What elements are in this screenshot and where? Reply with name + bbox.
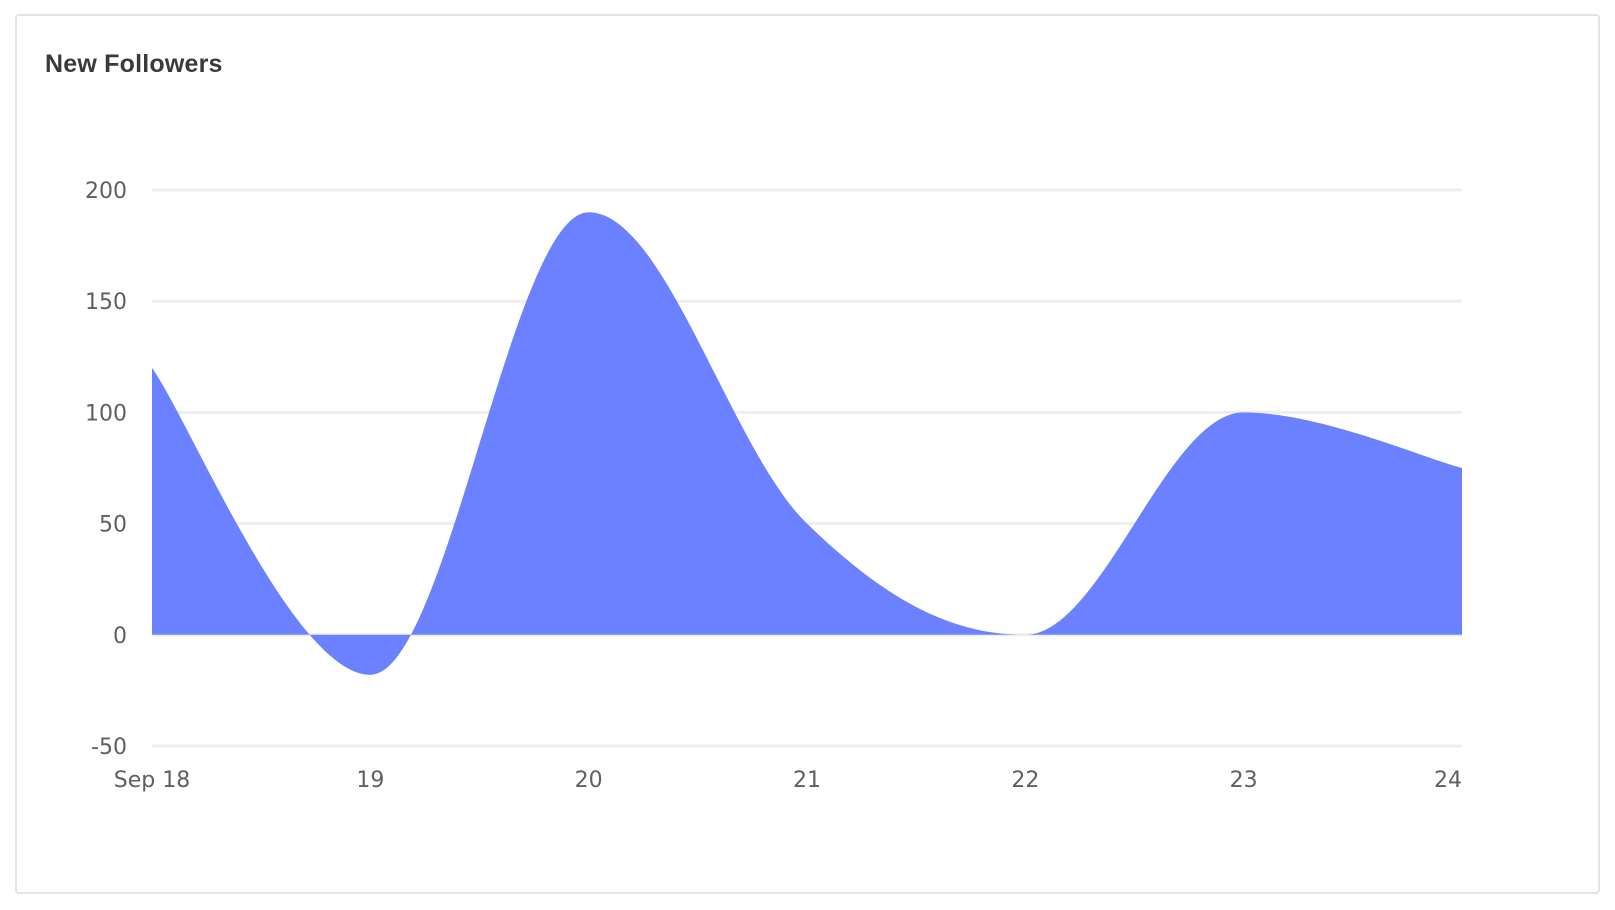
x-tick-label: 20 (575, 768, 603, 793)
y-tick-label: -50 (91, 735, 127, 760)
x-tick-label: 23 (1230, 768, 1258, 793)
chart-title: New Followers (45, 50, 223, 78)
followers-area (152, 212, 1462, 675)
new-followers-area-chart: -50 0 50 100 150 200 Sep 18 19 20 21 22 23 24 (85, 179, 1462, 793)
y-tick-label: 50 (99, 513, 127, 538)
y-tick-label: 0 (113, 624, 127, 649)
area-series (152, 212, 1462, 675)
x-tick-label: Sep 18 (114, 768, 190, 793)
y-tick-label: 200 (85, 179, 127, 204)
y-tick-label: 150 (85, 290, 127, 315)
x-tick-label: 22 (1011, 768, 1039, 793)
x-tick-label: 24 (1434, 768, 1462, 793)
x-tick-label: 19 (356, 768, 384, 793)
x-tick-label: 21 (793, 768, 821, 793)
x-axis-labels: Sep 18 19 20 21 22 23 24 (114, 768, 1462, 793)
y-axis-labels: -50 0 50 100 150 200 (85, 179, 127, 760)
chart-card: New Followers -50 0 50 100 150 200 Sep 18 19 20… (15, 14, 1600, 894)
y-tick-label: 100 (85, 401, 127, 426)
